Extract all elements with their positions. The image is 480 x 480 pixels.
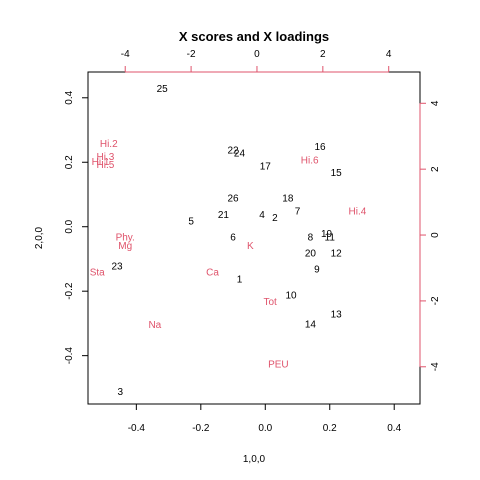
loadings-layer: Hi.2 Hi.3Hi.1Hi.5 Hi.6 Hi.4 Phy.Mg K Sta Ca Tot N… <box>90 139 367 371</box>
x-tick-label: -0.4 <box>128 423 146 434</box>
score-label: 25 <box>157 84 169 95</box>
top-tick-label: 0 <box>254 49 260 60</box>
top-tick-label: 4 <box>386 49 392 60</box>
loading-label: Hi.4 <box>349 206 367 217</box>
loading-label: Sta <box>90 267 105 278</box>
loading-label: K <box>247 241 254 252</box>
y-tick-label: -0.4 <box>64 347 75 365</box>
score-label: 18 <box>282 194 294 205</box>
score-label: 9 <box>314 265 320 276</box>
score-label: 24 <box>234 149 246 160</box>
loading-label: Ca <box>206 267 219 278</box>
score-label: 4 <box>259 210 265 221</box>
x-tick-label: 0.2 <box>323 423 337 434</box>
chart-title: X scores and X loadings <box>179 29 329 44</box>
score-label: 6 <box>230 232 236 243</box>
y-tick-label: 0.2 <box>64 155 75 169</box>
x-tick-label: 0.0 <box>258 423 272 434</box>
loading-label: Hi.1 <box>92 157 110 168</box>
score-label: 7 <box>295 207 301 218</box>
loading-label: Hi.3 <box>97 152 115 163</box>
score-label: 26 <box>227 194 239 205</box>
score-label: 3 <box>117 387 123 398</box>
top-tick-label: 2 <box>320 49 326 60</box>
top-axis: -4 -2 0 2 4 <box>121 49 392 73</box>
loading-label: PEU <box>268 359 289 370</box>
score-label: 22 <box>227 145 239 156</box>
score-label: 19 <box>321 229 333 240</box>
loading-label: Hi.2 <box>100 139 118 150</box>
y-tick-label: 0.0 <box>64 219 75 233</box>
score-label: 20 <box>305 249 317 260</box>
right-tick-label: 2 <box>430 166 441 172</box>
bottom-axis: -0.4 -0.2 0.0 0.2 0.4 <box>128 403 402 434</box>
score-label: 21 <box>218 210 230 221</box>
right-tick-label: 4 <box>430 100 441 106</box>
score-label: 8 <box>308 232 314 243</box>
score-label: 23 <box>111 261 123 272</box>
x-tick-label: -0.2 <box>192 423 210 434</box>
plot-frame <box>87 71 421 405</box>
loading-label: Hi.6 <box>301 155 319 166</box>
score-label: 5 <box>188 216 194 227</box>
score-label: 12 <box>331 249 343 260</box>
loading-label: Hi.5 <box>97 160 115 171</box>
right-tick-label: 0 <box>430 232 441 238</box>
x-tick-label: 0.4 <box>387 423 401 434</box>
y-tick-label: 0.4 <box>64 90 75 104</box>
y-axis-label: 2,0,0 <box>34 226 45 249</box>
loading-label: Tot <box>263 297 277 308</box>
y-tick-label: -0.2 <box>64 282 75 300</box>
right-axis: -4 -2 0 2 4 <box>419 100 441 371</box>
top-tick-label: -4 <box>121 49 130 60</box>
score-label: 13 <box>331 310 343 321</box>
top-tick-label: -2 <box>187 49 196 60</box>
score-label: 11 <box>325 232 336 243</box>
score-label: 17 <box>260 161 272 172</box>
score-label: 16 <box>315 142 327 153</box>
score-label: 15 <box>331 168 343 179</box>
score-label: 14 <box>305 319 317 330</box>
right-tick-label: -2 <box>430 296 441 305</box>
score-label: 1 <box>237 274 243 285</box>
loading-label: Na <box>148 320 161 331</box>
score-label: 10 <box>286 290 298 301</box>
x-axis-label: 1,0,0 <box>243 454 266 465</box>
right-tick-label: -4 <box>430 362 441 371</box>
left-axis: -0.4 -0.2 0.0 0.2 0.4 <box>64 90 89 365</box>
score-label: 2 <box>272 213 278 224</box>
loading-label: Phy. <box>116 233 135 244</box>
loading-label: Mg <box>118 241 132 252</box>
